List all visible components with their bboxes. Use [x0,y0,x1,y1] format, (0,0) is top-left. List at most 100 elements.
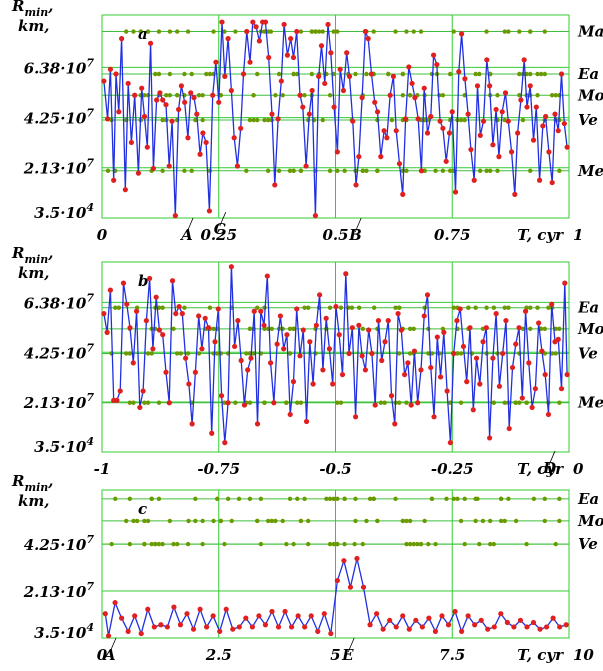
orbit-dot [142,400,147,405]
data-point [251,308,257,314]
orbit-dot [320,117,325,123]
orbit-dot [149,541,154,547]
data-point [415,400,421,406]
orbit-dot [335,541,340,547]
x-axis-title: T, cyr [517,646,564,664]
data-point [506,425,512,432]
data-point [143,318,149,324]
orbit-label-ma: Ma [577,23,603,41]
data-point [289,624,295,630]
data-point [266,54,272,61]
orbit-dot [182,168,187,173]
data-point [127,325,133,331]
orbit-dot [156,541,162,547]
data-point [225,36,231,42]
orbit-dot [196,93,202,98]
x-axis-title: T, cyr [517,226,564,244]
orbit-dot [145,518,151,524]
data-point [434,61,440,68]
data-point [275,624,282,630]
orbit-dot [484,305,489,310]
y-tick-label: 4.25·107 [24,107,95,128]
data-point [138,630,144,637]
orbit-dot [182,305,187,310]
data-point [393,128,399,134]
orbit-dot [255,117,260,123]
data-point [182,99,188,105]
orbit-dot [306,541,311,547]
orbit-dot [327,305,333,310]
orbit-dot [109,541,114,547]
data-point [378,154,384,160]
data-point [504,619,510,626]
data-point [238,357,244,364]
y-tick-label: 2.13·107 [23,391,95,412]
orbit-dot [215,351,220,356]
orbit-dot [404,168,409,173]
x-tick-label: 0 [97,226,108,244]
orbit-dot [185,541,191,547]
data-point [498,611,504,617]
data-point [124,301,130,307]
orbit-dot [316,29,322,34]
data-point [485,626,491,632]
data-point [234,163,241,169]
orbit-dot [491,400,497,405]
y-axis-title: Rmin, [11,0,54,19]
data-point [107,66,114,72]
data-point [379,357,385,364]
orbit-dot [458,400,464,405]
orbit-dot [382,400,387,405]
data-point [321,611,327,617]
data-point [164,624,170,630]
data-point [163,102,169,108]
orbit-dot [113,496,118,502]
data-point [219,19,225,25]
data-point [381,128,387,134]
orbit-dot [124,351,129,356]
orbit-dot [462,117,467,123]
data-point [374,109,381,115]
data-point [236,624,242,630]
orbit-dot [342,168,347,173]
data-point [210,613,216,619]
data-point [517,617,524,623]
data-point [173,311,179,317]
orbit-dot [255,305,260,310]
orbit-label-ea: Ea [577,299,599,317]
data-point [139,85,145,91]
data-point [328,630,334,637]
y-tick-label: 6.38·107 [24,291,95,312]
data-point [235,318,241,324]
orbit-dot [506,305,511,310]
data-point [545,411,552,418]
orbit-dot [367,496,373,502]
orbit-dot [528,168,533,173]
orbit-dot [542,29,547,34]
orbit-dot [407,541,413,547]
orbit-dot [171,326,176,332]
data-point [456,69,462,75]
y-tick-label: 2.13·107 [23,157,95,178]
orbit-dot [164,93,169,98]
data-point [188,90,194,96]
data-point [105,116,111,122]
data-point [474,83,481,89]
orbit-dot [407,351,413,356]
orbit-dot [200,93,205,98]
panel-label: a [138,25,148,43]
orbit-dot [327,93,333,98]
data-point [516,325,522,331]
panel-c: Ea Mo Ve A E 3.5·104 2.13·107 4.25·107 Rmin,km, c… [11,472,603,664]
data-point [356,322,362,328]
data-point [317,292,323,298]
data-point [169,278,176,284]
data-point [320,367,326,373]
data-point [281,346,287,352]
orbit-dot [174,541,180,547]
data-point [409,80,415,87]
data-point [445,622,452,628]
data-point [328,50,334,56]
orbit-dot [160,117,165,123]
annotation-b: B [348,226,362,244]
